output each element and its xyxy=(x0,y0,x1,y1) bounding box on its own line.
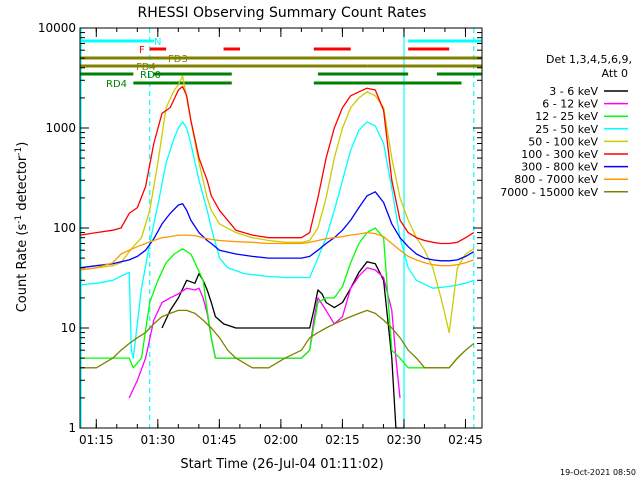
x-tick-label: 02:45 xyxy=(448,433,483,447)
flag-label-f: F xyxy=(139,45,145,56)
x-tick-label: 02:30 xyxy=(387,433,422,447)
legend-label-8: 7000 - 15000 keV xyxy=(500,186,598,199)
flag-label-rd0: RD0 xyxy=(140,70,161,81)
flag-label-fd3: FD3 xyxy=(168,54,188,65)
flag-label-n: N xyxy=(154,37,161,48)
legend-label-1: 6 - 12 keV xyxy=(542,98,598,111)
legend-label-5: 100 - 300 keV xyxy=(521,148,598,161)
y-tick-label: 10 xyxy=(61,321,76,335)
flag-label-rd4: RD4 xyxy=(106,79,127,90)
y-axis-label-part: Count Rate (s xyxy=(15,224,30,313)
series-line-3 xyxy=(79,121,475,359)
y-tick-label: 1 xyxy=(68,421,76,435)
timestamp-label: 19-Oct-2021 08:50 xyxy=(560,468,636,477)
y-axis-label-part: detector xyxy=(15,155,30,215)
chart-title: RHESSI Observing Summary Count Rates xyxy=(138,5,427,21)
series-line-6 xyxy=(79,191,475,269)
series-line-8 xyxy=(80,309,475,369)
x-tick-label: 02:15 xyxy=(325,433,360,447)
x-axis-label: Start Time (26-Jul-04 01:11:02) xyxy=(180,457,383,472)
y-tick-label: 1000 xyxy=(45,121,76,135)
axes: 1 10 100 1000 10000 01:15 01:30 01:45 02:00 02:15… xyxy=(38,21,483,447)
series-line-4 xyxy=(79,75,475,334)
legend-label-6: 300 - 800 keV xyxy=(521,161,598,174)
legend-label-3: 25 - 50 keV xyxy=(535,123,598,136)
y-tick-label: 100 xyxy=(53,221,76,235)
plot-background xyxy=(80,28,482,428)
x-tick-label: 01:30 xyxy=(141,433,176,447)
legend-title: Det 1,3,4,5,6,9, xyxy=(546,53,632,66)
legend-label-4: 50 - 100 keV xyxy=(528,135,598,148)
series-lines xyxy=(79,75,475,429)
y-axis-label-part: -1 xyxy=(14,147,24,156)
series-line-0 xyxy=(161,261,405,429)
series-line-2 xyxy=(80,227,467,369)
x-tick-label: 01:45 xyxy=(202,433,237,447)
y-axis-label-part: ) xyxy=(15,142,30,147)
y-axis-label-part: -1 xyxy=(14,215,24,224)
flag-label-fd4: FD4 xyxy=(136,62,156,73)
series-line-5 xyxy=(79,85,475,245)
legend-label-2: 12 - 25 keV xyxy=(535,110,598,123)
x-tick-label: 01:15 xyxy=(79,433,114,447)
x-tick-label: 02:00 xyxy=(264,433,299,447)
legend-label-7: 800 - 7000 keV xyxy=(514,173,598,186)
y-axis-label: Count Rate (s-1 detector-1) xyxy=(14,142,30,313)
series-line-7 xyxy=(79,231,475,271)
y-tick-label: 10000 xyxy=(38,21,76,35)
legend-label-0: 3 - 6 keV xyxy=(549,85,598,98)
legend-subtitle: Att 0 xyxy=(602,67,628,80)
plot-area xyxy=(80,28,482,428)
